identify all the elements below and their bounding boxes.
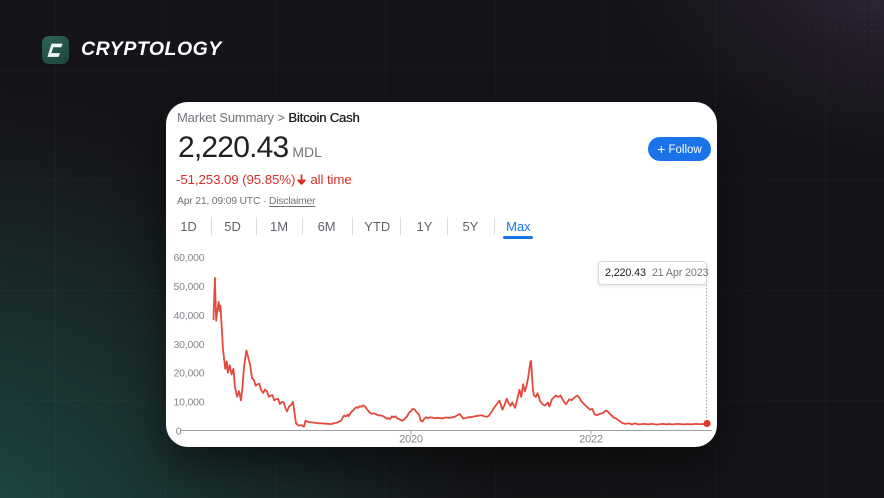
svg-text:20,000: 20,000 bbox=[174, 368, 205, 380]
svg-text:0: 0 bbox=[176, 426, 182, 438]
svg-text:2022: 2022 bbox=[579, 434, 603, 446]
svg-text:10,000: 10,000 bbox=[174, 397, 205, 409]
svg-text:2020: 2020 bbox=[399, 434, 423, 446]
svg-text:50,000: 50,000 bbox=[174, 281, 205, 293]
svg-text:60,000: 60,000 bbox=[174, 252, 205, 264]
svg-text:40,000: 40,000 bbox=[174, 310, 205, 322]
svg-text:30,000: 30,000 bbox=[174, 339, 205, 351]
